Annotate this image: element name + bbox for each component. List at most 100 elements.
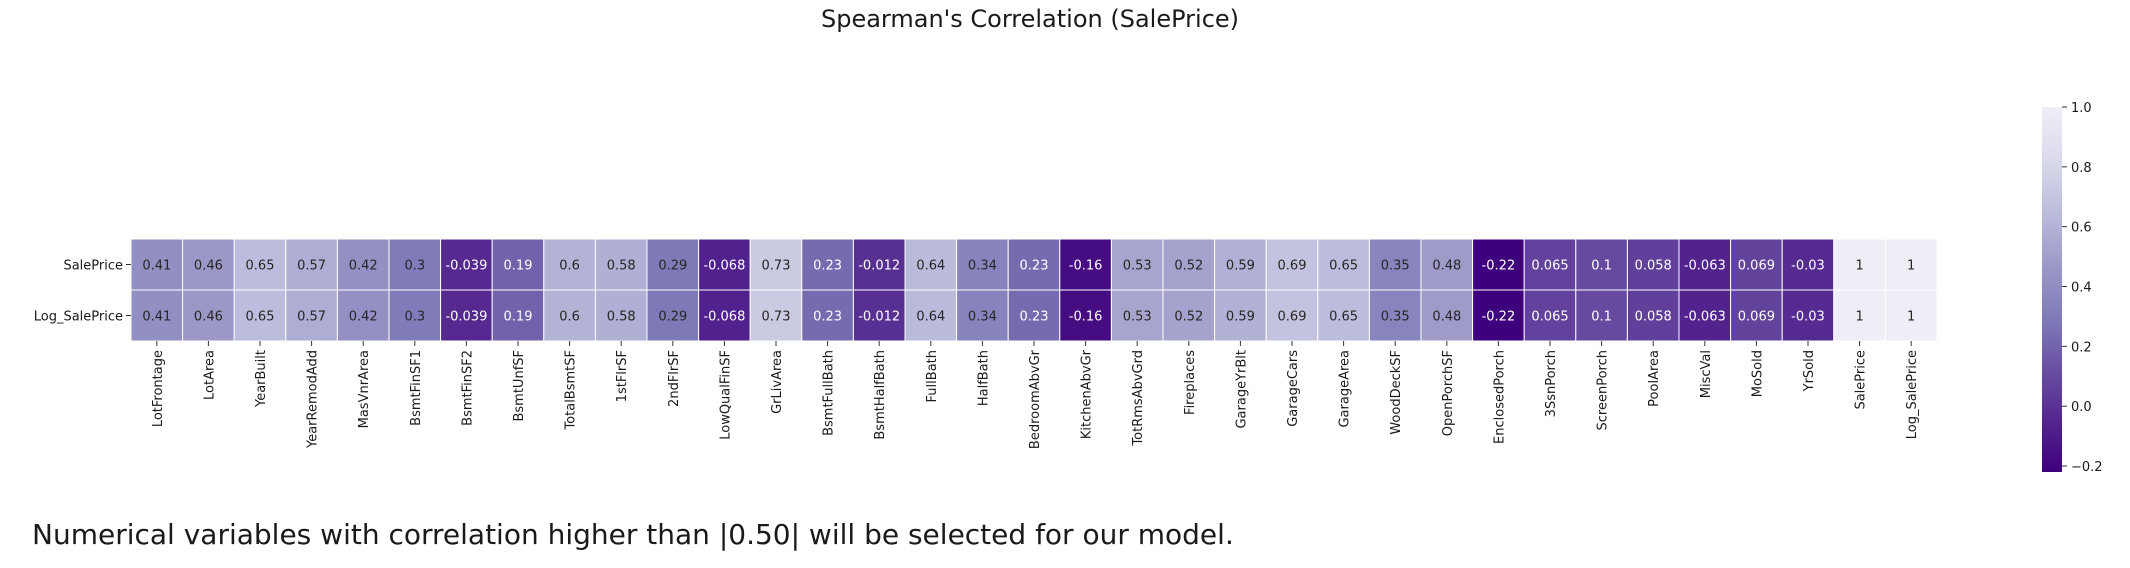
heatmap-cell (491, 238, 545, 291)
column-tick-labels: LotFrontage LotArea YearBuilt YearRemodAdd M… (151, 341, 1920, 449)
column-label: HalfBath (976, 350, 991, 406)
cell-value-label: 0.42 (349, 310, 378, 325)
cell-value-label: 0.59 (1226, 310, 1255, 325)
column-label: YrSold (1802, 350, 1817, 392)
cell-value-label: 0.48 (1432, 259, 1461, 274)
heatmap-cell (1575, 289, 1628, 342)
heatmap-cell (852, 289, 906, 342)
heatmap-cell (1368, 238, 1422, 291)
column-label: TotalBsmtSF (564, 350, 579, 431)
column-label: SalePrice (1854, 350, 1869, 410)
heatmap-cell (1214, 238, 1267, 291)
cell-value-label: 0.58 (607, 259, 636, 274)
cell-value-label: 0.23 (1020, 259, 1049, 274)
column-label: LowQualFinSF (718, 350, 733, 440)
cell-value-label: 0.1 (1591, 259, 1612, 274)
heatmap-cell (1678, 289, 1732, 342)
column-label: TotRmsAbvGrd (1131, 350, 1146, 447)
heatmap-cell (698, 289, 751, 342)
column-label: MiscVal (1699, 350, 1714, 398)
cell-value-label: 0.46 (194, 259, 223, 274)
heatmap-cell (1317, 289, 1370, 342)
cell-value-label: 0.42 (349, 259, 378, 274)
cell-value-label: 0.65 (1329, 310, 1358, 325)
row-label: Log_SalePrice (34, 310, 123, 325)
column-label: GarageArea (1338, 350, 1353, 428)
cell-value-label: 0.41 (142, 259, 171, 274)
column-label: PoolArea (1647, 350, 1662, 407)
heatmap-cell (1007, 289, 1061, 342)
cell-value-label: -0.068 (703, 310, 745, 325)
heatmap-cell (1730, 289, 1783, 342)
column-label: GarageYrBlt (1234, 350, 1249, 429)
cell-value-label: 0.57 (297, 259, 326, 274)
heatmap-cell (594, 289, 648, 342)
column-label: 2ndFlrSF (667, 350, 682, 407)
column-label: BsmtHalfBath (873, 350, 888, 440)
heatmap-cell (749, 289, 803, 342)
cell-value-label: 0.058 (1635, 259, 1672, 274)
column-label: LotArea (202, 350, 217, 400)
column-label: GarageCars (1286, 350, 1301, 427)
row-label: SalePrice (63, 259, 123, 274)
heatmap-cell (182, 238, 235, 291)
cell-value-label: -0.063 (1684, 259, 1726, 274)
cell-value-label: 0.29 (658, 310, 687, 325)
heatmap-cell (1472, 238, 1525, 291)
column-label: YearRemodAdd (306, 350, 321, 449)
column-label: Fireplaces (1183, 350, 1198, 415)
cell-value-label: 0.53 (1123, 259, 1152, 274)
colorbar-tick-label: 0.6 (2071, 221, 2092, 236)
cell-value-label: 0.065 (1531, 259, 1568, 274)
cell-value-label: 0.52 (1174, 259, 1203, 274)
colorbar-tick-label: 1.0 (2071, 101, 2092, 116)
column-label: LotFrontage (151, 350, 166, 427)
colorbar-tick-label: 0.0 (2071, 400, 2092, 415)
heatmap-cell (336, 289, 390, 342)
cell-value-label: -0.22 (1482, 259, 1516, 274)
heatmap-cell (285, 289, 338, 342)
column-label: MoSold (1750, 350, 1765, 397)
heatmap-cell (1059, 238, 1112, 291)
colorbar: −0.2 0.0 0.2 0.4 0.6 0.8 1.0 (2042, 101, 2103, 475)
heatmap-cell (956, 238, 1009, 291)
heatmap-cells: 0.41 0.46 0.65 0.57 0.42 0.3 -0.039 0.19 0.6 0.58… (130, 238, 1938, 342)
heatmap-cell (182, 289, 235, 342)
cell-value-label: 0.34 (968, 259, 997, 274)
column-label: ScreenPorch (1596, 350, 1611, 430)
column-label: 1stFlrSF (615, 350, 630, 402)
cell-value-label: 0.65 (246, 310, 275, 325)
column-label: BsmtUnfSF (512, 350, 527, 422)
cell-value-label: 0.23 (1020, 310, 1049, 325)
cell-value-label: -0.039 (445, 259, 487, 274)
cell-value-label: 0.6 (559, 310, 580, 325)
cell-value-label: -0.012 (858, 259, 900, 274)
heatmap-cell (1110, 238, 1164, 291)
column-label: 3SsnPorch (1544, 350, 1559, 417)
cell-value-label: 0.35 (1381, 259, 1410, 274)
chart-title: Spearman's Correlation (SalePrice) (821, 5, 1239, 33)
cell-value-label: 0.69 (1278, 310, 1307, 325)
column-label: FullBath (925, 350, 940, 402)
cell-value-label: 0.3 (404, 310, 425, 325)
colorbar-tick-label: −0.2 (2071, 460, 2103, 475)
cell-value-label: 0.41 (142, 310, 171, 325)
cell-value-label: 0.058 (1635, 310, 1672, 325)
heatmap-cell (801, 238, 854, 291)
heatmap-cell (646, 289, 700, 342)
column-label: EnclosedPorch (1492, 350, 1507, 444)
cell-value-label: 0.73 (762, 259, 791, 274)
caption: Numerical variables with correlation hig… (32, 518, 1234, 551)
cell-value-label: 0.64 (916, 310, 945, 325)
heatmap-cell (491, 289, 545, 342)
column-label: KitchenAbvGr (1080, 349, 1095, 439)
heatmap-cell (440, 289, 493, 342)
cell-value-label: 0.1 (1591, 310, 1612, 325)
heatmap-cell (1162, 238, 1216, 291)
cell-value-label: 0.59 (1226, 259, 1255, 274)
column-label: OpenPorchSF (1441, 350, 1456, 436)
cell-value-label: -0.063 (1684, 310, 1726, 325)
column-label: BsmtFinSF1 (409, 350, 424, 426)
heatmap-cell (1575, 238, 1628, 291)
cell-value-label: -0.012 (858, 310, 900, 325)
